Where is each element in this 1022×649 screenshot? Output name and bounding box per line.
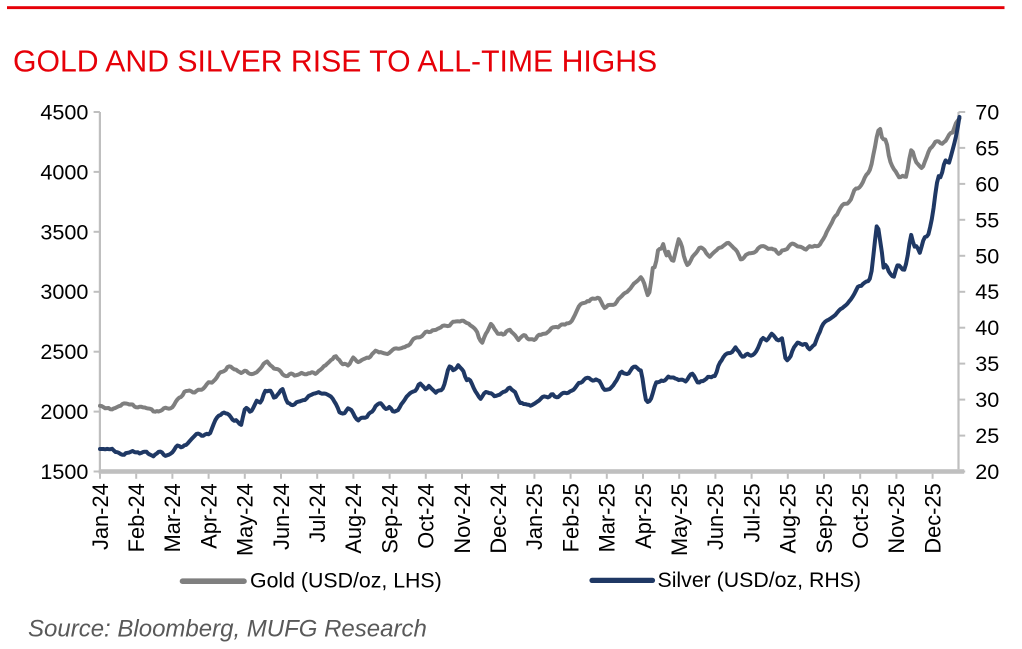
svg-text:Jul-25: Jul-25 bbox=[739, 483, 764, 542]
svg-text:Nov-24: Nov-24 bbox=[450, 483, 475, 553]
svg-text:Gold (USD/oz, LHS): Gold (USD/oz, LHS) bbox=[250, 568, 442, 592]
svg-text:Jan-25: Jan-25 bbox=[522, 483, 547, 550]
svg-text:Oct-24: Oct-24 bbox=[414, 483, 439, 548]
svg-text:65: 65 bbox=[975, 135, 999, 160]
svg-text:GOLD AND SILVER RISE TO ALL-TI: GOLD AND SILVER RISE TO ALL-TIME HIGHS bbox=[13, 46, 657, 79]
svg-text:4500: 4500 bbox=[40, 100, 88, 125]
svg-text:Sep-24: Sep-24 bbox=[377, 483, 402, 553]
svg-text:3500: 3500 bbox=[40, 219, 88, 244]
svg-text:Nov-25: Nov-25 bbox=[884, 483, 909, 553]
svg-text:Source: Bloomberg, MUFG Resear: Source: Bloomberg, MUFG Research bbox=[28, 616, 427, 643]
svg-text:Jun-24: Jun-24 bbox=[269, 483, 294, 550]
svg-text:4000: 4000 bbox=[40, 159, 88, 184]
svg-text:Mar-24: Mar-24 bbox=[160, 483, 185, 552]
svg-text:Apr-25: Apr-25 bbox=[631, 483, 656, 548]
svg-text:Silver (USD/oz, RHS): Silver (USD/oz, RHS) bbox=[658, 568, 862, 592]
svg-text:Dec-24: Dec-24 bbox=[486, 483, 511, 553]
svg-text:1500: 1500 bbox=[40, 459, 88, 484]
svg-text:May-25: May-25 bbox=[667, 483, 692, 556]
svg-text:25: 25 bbox=[975, 423, 999, 448]
svg-text:20: 20 bbox=[975, 459, 999, 484]
svg-text:Apr-24: Apr-24 bbox=[196, 483, 221, 548]
svg-text:Oct-25: Oct-25 bbox=[848, 483, 873, 548]
svg-text:Jul-24: Jul-24 bbox=[305, 483, 330, 542]
svg-text:Jan-24: Jan-24 bbox=[88, 483, 113, 550]
svg-text:60: 60 bbox=[975, 171, 999, 196]
svg-text:Sep-25: Sep-25 bbox=[812, 483, 837, 553]
svg-text:40: 40 bbox=[975, 315, 999, 340]
svg-text:2000: 2000 bbox=[40, 399, 88, 424]
svg-text:2500: 2500 bbox=[40, 339, 88, 364]
svg-text:50: 50 bbox=[975, 243, 999, 268]
svg-text:35: 35 bbox=[975, 351, 999, 376]
svg-text:May-24: May-24 bbox=[233, 483, 258, 556]
svg-text:55: 55 bbox=[975, 207, 999, 232]
svg-text:Jun-25: Jun-25 bbox=[703, 483, 728, 550]
svg-text:70: 70 bbox=[975, 100, 999, 125]
svg-text:Feb-25: Feb-25 bbox=[558, 483, 583, 552]
svg-text:45: 45 bbox=[975, 279, 999, 304]
svg-text:Mar-25: Mar-25 bbox=[595, 483, 620, 552]
svg-text:30: 30 bbox=[975, 387, 999, 412]
svg-text:Dec-25: Dec-25 bbox=[920, 483, 945, 553]
svg-text:Aug-24: Aug-24 bbox=[341, 483, 366, 553]
svg-text:Feb-24: Feb-24 bbox=[124, 483, 149, 552]
svg-text:Aug-25: Aug-25 bbox=[776, 483, 801, 553]
svg-text:3000: 3000 bbox=[40, 279, 88, 304]
